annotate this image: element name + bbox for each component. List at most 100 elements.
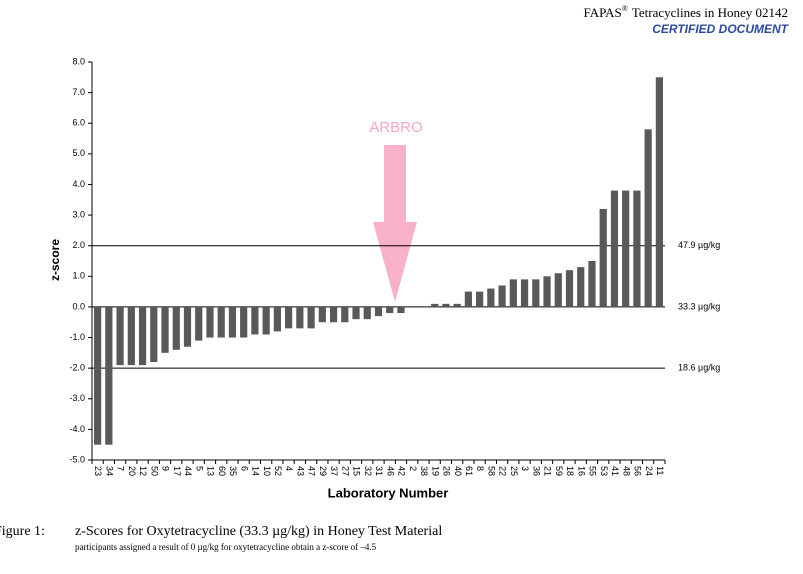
- x-tick-label: 59: [554, 466, 564, 476]
- x-tick-label: 19: [430, 466, 440, 476]
- x-tick-label: 24: [644, 466, 654, 476]
- x-tick-label: 34: [104, 466, 114, 476]
- bar: [150, 306, 158, 363]
- x-tick-label: 14: [251, 466, 261, 476]
- bar: [273, 306, 281, 332]
- bar: [644, 129, 652, 307]
- x-tick-label: 2: [408, 466, 418, 471]
- caption-title: z-Scores for Oxytetracycline (33.3 µg/kg…: [75, 524, 442, 539]
- reference-label: 18.6 µg/kg: [678, 363, 720, 373]
- bar: [206, 306, 214, 338]
- bar: [476, 291, 484, 307]
- y-tick-label: -2.0: [69, 363, 85, 373]
- y-tick-label: -1.0: [69, 332, 85, 342]
- x-tick-label: 7: [116, 466, 126, 471]
- x-tick-label: 22: [498, 466, 508, 476]
- bar: [655, 77, 663, 307]
- bar: [161, 306, 169, 353]
- x-tick-label: 36: [531, 466, 541, 476]
- bar: [498, 285, 506, 307]
- bar: [543, 276, 551, 307]
- bar: [386, 306, 394, 314]
- x-tick-label: 12: [138, 466, 148, 476]
- bar: [599, 208, 607, 307]
- bar: [262, 306, 270, 335]
- bar: [453, 303, 461, 307]
- x-tick-label: 11: [655, 466, 665, 475]
- bar: [217, 306, 225, 338]
- x-tick-label: 60: [217, 466, 227, 476]
- bar: [633, 190, 641, 307]
- bar: [509, 279, 517, 307]
- bar: [138, 306, 147, 366]
- bar: [195, 306, 203, 341]
- y-axis-label: z-score: [48, 239, 62, 281]
- bar: [431, 303, 439, 307]
- x-tick-label: 8: [475, 466, 485, 471]
- bar: [554, 273, 562, 307]
- bar: [442, 303, 450, 307]
- bar: [105, 306, 113, 445]
- bar: [588, 261, 596, 307]
- bar: [240, 306, 248, 338]
- bar: [127, 306, 135, 366]
- bar: [374, 306, 383, 317]
- x-tick-label: 6: [239, 466, 249, 471]
- x-tick-label: 10: [262, 466, 272, 476]
- bar: [610, 190, 619, 307]
- bar: [94, 306, 102, 445]
- x-tick-label: 27: [340, 466, 350, 476]
- x-tick-label: 38: [419, 466, 429, 476]
- bar: [116, 306, 124, 366]
- y-tick-label: 6.0: [72, 118, 85, 128]
- y-tick-label: 0.0: [72, 301, 85, 311]
- x-tick-label: 42: [397, 466, 407, 476]
- x-tick-label: 56: [633, 466, 643, 476]
- x-tick-label: 37: [329, 466, 339, 476]
- x-tick-label: 16: [576, 466, 586, 476]
- annotation: ARBRO: [369, 119, 422, 136]
- x-tick-label: 31: [374, 466, 384, 476]
- bar: [251, 306, 259, 335]
- bar: [532, 279, 540, 307]
- x-tick-label: 32: [363, 466, 373, 476]
- x-tick-label: 20: [127, 466, 137, 476]
- bar: [329, 306, 338, 323]
- y-tick-label: 7.0: [72, 87, 85, 97]
- x-tick-label: 58: [486, 466, 496, 476]
- bar: [307, 306, 315, 329]
- y-tick-label: 1.0: [72, 271, 85, 281]
- bar: [363, 306, 371, 320]
- x-tick-label: 15: [352, 466, 362, 476]
- bar: [296, 306, 304, 329]
- x-tick-label: 48: [621, 466, 631, 476]
- arrow: [373, 145, 417, 302]
- x-tick-label: 25: [509, 466, 519, 476]
- bar: [183, 306, 192, 347]
- x-tick-label: 35: [228, 466, 238, 476]
- y-tick-label: 3.0: [72, 209, 85, 219]
- x-axis-label: Laboratory Number: [328, 485, 449, 500]
- x-tick-label: 53: [599, 466, 609, 476]
- bar: [565, 270, 574, 307]
- x-tick-label: 47: [307, 466, 317, 476]
- reference-label: 33.3 µg/kg: [678, 301, 720, 311]
- x-tick-label: 18: [565, 466, 575, 476]
- bar: [228, 306, 237, 338]
- header-title: FAPAS® Tetracyclines in Honey 02142: [583, 4, 788, 20]
- title: Tetracyclines in Honey 02142: [632, 5, 788, 20]
- caption-note: participants assigned a result of 0 µg/k…: [75, 542, 377, 552]
- x-tick-label: 5: [194, 466, 204, 471]
- x-tick-label: 23: [93, 466, 103, 476]
- x-tick-label: 26: [442, 466, 452, 476]
- x-tick-label: 44: [183, 466, 193, 476]
- x-tick-label: 17: [172, 466, 182, 476]
- x-tick-label: 50: [149, 466, 159, 476]
- bar: [397, 306, 405, 314]
- bar: [622, 190, 630, 307]
- x-tick-label: 43: [295, 466, 305, 476]
- bar: [520, 279, 529, 307]
- x-tick-label: 13: [206, 466, 216, 476]
- x-tick-label: 55: [588, 466, 598, 476]
